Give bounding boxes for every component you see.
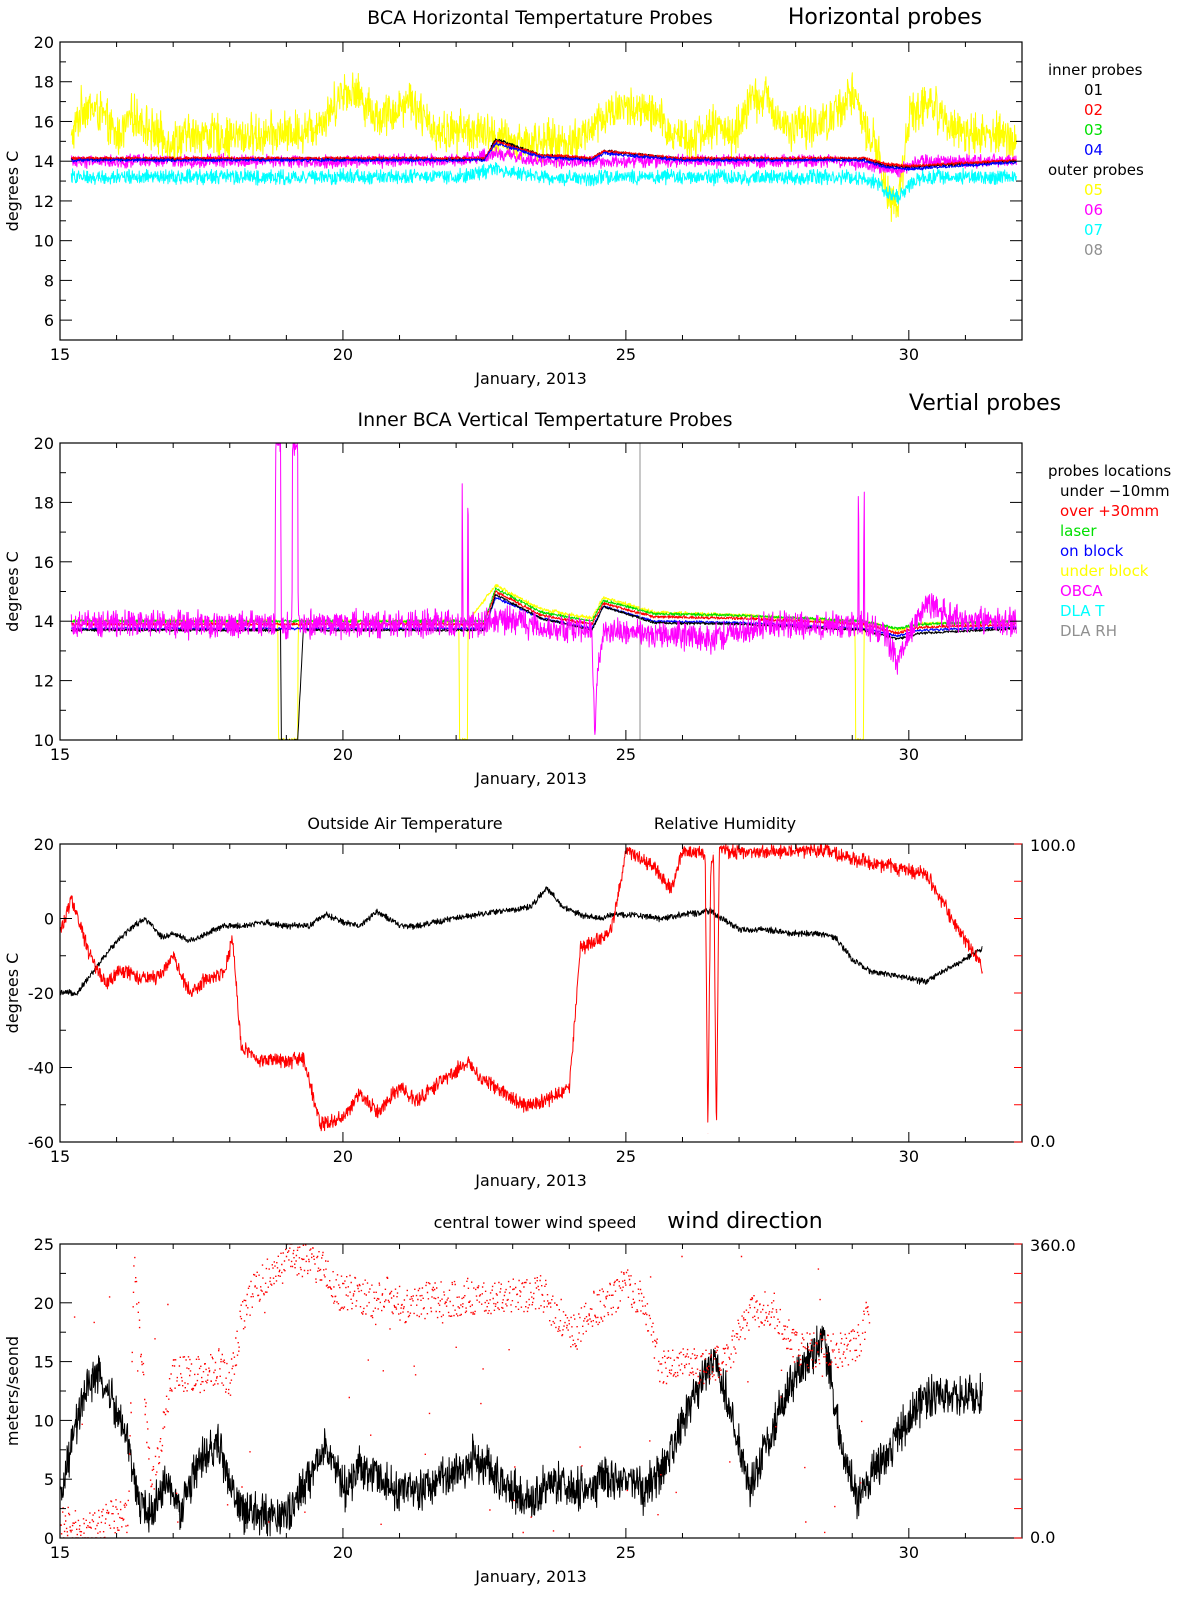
p3-series-relative-humidity [60,844,983,1142]
p1-x-axis-label: January, 2013 [474,369,587,388]
p1-legend-item: 02 [1084,101,1103,119]
p2-y-tick-label: 18 [34,493,54,512]
p2-y-tick-label: 12 [34,672,54,691]
p2-x-tick-label: 25 [616,745,636,764]
p3-x-tick-label: 15 [50,1147,70,1166]
p4-x-axis-label: January, 2013 [474,1567,587,1586]
p1-legend-item: 06 [1084,201,1103,219]
p3-series-group [60,844,983,1142]
p4-title: central tower wind speed [434,1213,637,1232]
p4-right-title: wind direction [667,1209,822,1234]
p1-y-tick-label: 6 [44,311,54,330]
p1-legend-item: 04 [1084,141,1103,159]
p3-y-tick-label: 0 [44,910,54,929]
p2-legend-header: probes locations [1048,462,1171,480]
p2-x-tick-label: 20 [333,745,353,764]
p1-x-tick-label: 30 [899,345,919,364]
p1-legend-item: 01 [1084,81,1103,99]
p3-y-axis-label: degrees C [3,953,22,1034]
p2-plot-frame [59,442,1023,741]
p2-legend-item: over +30mm [1060,502,1159,520]
p3-y-tick-label: -60 [28,1133,54,1152]
p1-plot-frame [59,41,1023,341]
p2-series-under-block [70,584,1017,740]
p2-y-tick-label: 14 [34,612,54,631]
p2-y-axis-label: degrees C [3,551,22,632]
p4-y-tick-label: 10 [34,1411,54,1430]
p4-series-group [60,1244,983,1538]
p4-y2-tick-label: 0.0 [1030,1528,1055,1547]
p3-x-tick-label: 25 [616,1147,636,1166]
p4-y-tick-label: 15 [34,1353,54,1372]
p2-y-tick-label: 10 [34,731,54,750]
p2-legend-item: under block [1060,562,1149,580]
p2-series-group [70,443,1017,740]
p2-legend-item: laser [1060,522,1097,540]
p3-y-tick-label: -20 [28,984,54,1003]
p4-x-tick-label: 15 [50,1543,70,1562]
p1-x-tick-label: 20 [333,345,353,364]
p2-legend-item: DLA RH [1060,622,1117,640]
p1-legend-header: inner probes [1048,61,1143,79]
p1-series-group [70,72,1017,222]
p2-side-title: Vertial probes [909,391,1061,416]
p4-series-wind-direction [60,1244,871,1538]
p1-y-tick-label: 16 [34,112,54,131]
p2-legend-item: on block [1060,542,1124,560]
p2-title: Inner BCA Vertical Tempertature Probes [357,409,732,431]
p4-y-tick-label: 20 [34,1294,54,1313]
p1-y-tick-label: 8 [44,271,54,290]
p2-legend-item: DLA T [1060,602,1105,620]
p2-legend-item: under −10mm [1060,482,1170,500]
p2-y-tick-label: 16 [34,553,54,572]
p3-right-title: Relative Humidity [654,814,796,833]
p1-series-07 [70,162,1017,205]
p1-y-axis-label: degrees C [3,151,22,232]
p3-title: Outside Air Temperature [307,814,502,833]
p2-series-under-10mm [70,594,1017,740]
p4-x-tick-label: 25 [616,1543,636,1562]
p3-y-tick-label: -40 [28,1059,54,1078]
p1-title: BCA Horizontal Tempertature Probes [367,7,713,29]
p1-legend-item: 03 [1084,121,1103,139]
p4-x-tick-label: 20 [333,1543,353,1562]
p1-y-tick-label: 14 [34,152,54,171]
p2-x-axis-label: January, 2013 [474,769,587,788]
p2-legend-item: OBCA [1060,582,1103,600]
p3-y-tick-label: 20 [34,835,54,854]
p4-y-tick-label: 0 [44,1529,54,1548]
p3-x-axis-label: January, 2013 [474,1171,587,1190]
p3-x-tick-label: 30 [899,1147,919,1166]
p1-y-tick-label: 12 [34,192,54,211]
p1-y-tick-label: 18 [34,73,54,92]
p4-y-tick-label: 5 [44,1470,54,1489]
p3-x-tick-label: 20 [333,1147,353,1166]
p2-y-tick-label: 20 [34,434,54,453]
p2-x-tick-label: 30 [899,745,919,764]
p4-y-axis-label: meters/seond [3,1336,22,1446]
p1-y-tick-label: 20 [34,33,54,52]
p2-x-tick-label: 15 [50,745,70,764]
p3-y2-tick-label: 0.0 [1030,1132,1055,1151]
p1-legend-item: 07 [1084,221,1103,239]
p4-x-tick-label: 30 [899,1543,919,1562]
p1-series-05 [70,72,1017,222]
p1-y-tick-label: 10 [34,232,54,251]
p4-y2-tick-label: 360.0 [1030,1236,1076,1255]
p1-side-title: Horizontal probes [788,5,982,30]
p1-series-06 [70,146,1017,178]
p4-y-tick-label: 25 [34,1235,54,1254]
p1-x-tick-label: 15 [50,345,70,364]
p4-series-wind-speed [60,1325,983,1537]
p3-y2-tick-label: 100.0 [1030,836,1076,855]
p1-x-tick-label: 25 [616,345,636,364]
p1-legend-item: 08 [1084,241,1103,259]
p2-series-obca [70,443,1017,740]
p1-legend-item: 05 [1084,181,1103,199]
p3-series-outside-air-temperature [60,886,983,997]
p1-legend-header: outer probes [1048,161,1144,179]
p1-series-04 [70,141,1017,171]
